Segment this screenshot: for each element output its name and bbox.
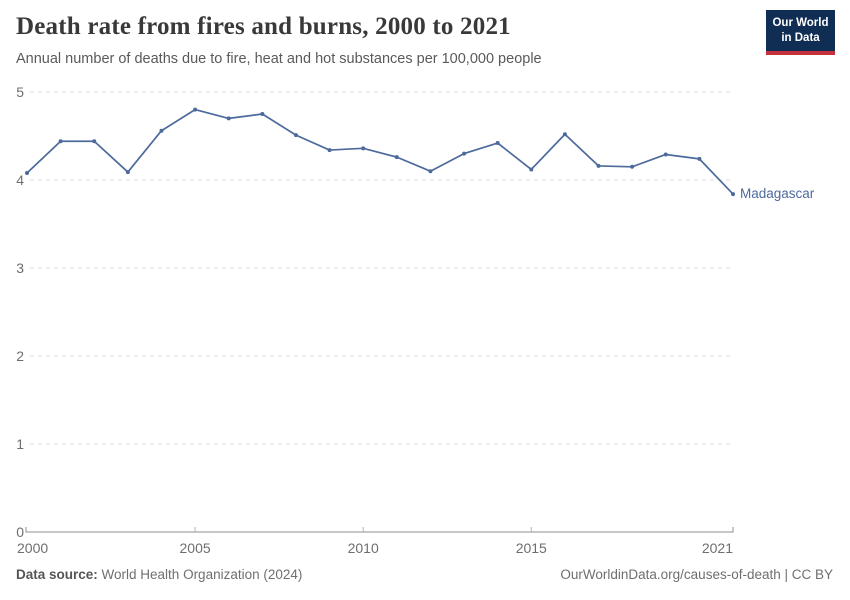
chart-footer: Data source: World Health Organization (…: [16, 567, 833, 582]
data-point[interactable]: [58, 139, 63, 144]
data-point[interactable]: [394, 155, 399, 160]
data-point[interactable]: [663, 152, 668, 157]
data-point[interactable]: [495, 141, 500, 146]
y-tick-label: 0: [16, 524, 24, 540]
data-point[interactable]: [193, 107, 198, 112]
y-tick-label: 3: [16, 260, 24, 276]
y-tick-label: 4: [16, 172, 24, 188]
data-point[interactable]: [159, 128, 164, 133]
data-point[interactable]: [731, 192, 735, 197]
y-tick-label: 2: [16, 348, 24, 364]
data-point[interactable]: [25, 170, 29, 175]
data-point[interactable]: [361, 146, 366, 151]
x-tick-label: 2015: [516, 540, 547, 556]
x-tick-label: 2005: [180, 540, 211, 556]
data-point[interactable]: [428, 169, 433, 174]
y-tick-label: 5: [16, 84, 24, 100]
x-tick-label: 2010: [348, 540, 379, 556]
data-point[interactable]: [327, 148, 332, 153]
data-point[interactable]: [293, 133, 298, 138]
data-source-value: World Health Organization (2024): [97, 567, 303, 582]
page-title: Death rate from fires and burns, 2000 to…: [16, 13, 511, 40]
y-tick-label: 1: [16, 436, 24, 452]
data-point[interactable]: [260, 112, 265, 116]
data-point[interactable]: [125, 170, 130, 175]
owid-logo-line1: Our World: [772, 17, 829, 29]
data-point[interactable]: [92, 139, 97, 144]
x-tick-label: 2000: [17, 540, 48, 556]
x-axis-line: [25, 527, 734, 533]
data-point[interactable]: [226, 116, 231, 121]
chart-subtitle: Annual number of deaths due to fire, hea…: [16, 51, 542, 67]
x-tick-label: 2021: [702, 540, 733, 556]
data-point[interactable]: [562, 132, 567, 137]
data-source-label: Data source:: [16, 567, 98, 582]
data-point[interactable]: [596, 163, 601, 168]
data-point[interactable]: [630, 164, 635, 169]
owid-logo[interactable]: Our World in Data: [766, 10, 835, 55]
data-point[interactable]: [697, 156, 702, 161]
series-end-label[interactable]: Madagascar: [740, 186, 815, 201]
data-source: Data source: World Health Organization (…: [16, 567, 302, 582]
credit-link[interactable]: OurWorldinData.org/causes-of-death | CC …: [560, 567, 833, 582]
data-point[interactable]: [529, 167, 534, 172]
owid-logo-line2: in Data: [781, 31, 820, 44]
series-line: [26, 108, 734, 195]
data-point[interactable]: [462, 151, 467, 156]
